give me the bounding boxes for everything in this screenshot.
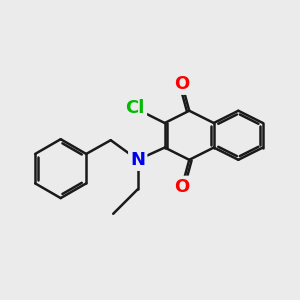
Text: O: O [174,178,190,196]
Text: Cl: Cl [126,99,145,117]
Text: O: O [174,75,190,93]
Text: N: N [130,151,145,169]
